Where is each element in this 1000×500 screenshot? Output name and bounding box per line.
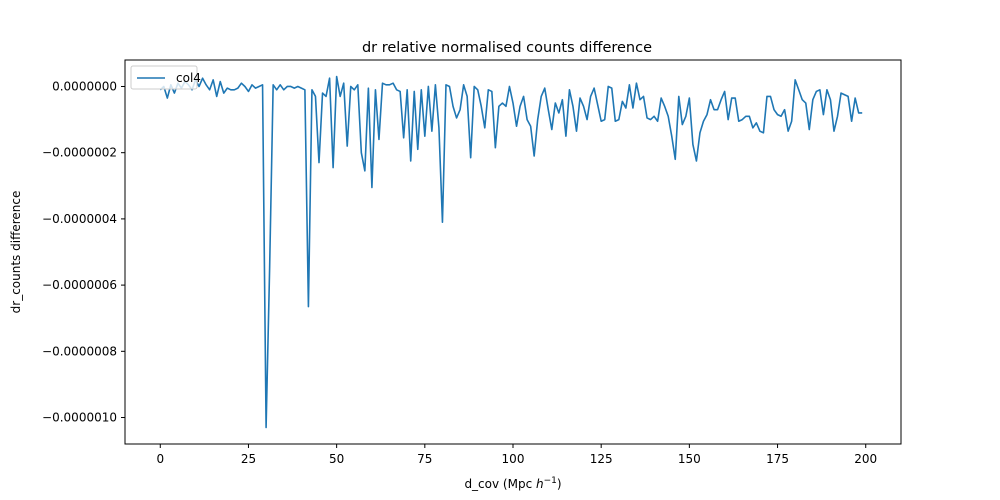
y-axis-label: dr_counts difference <box>9 191 23 314</box>
x-tick-label: 175 <box>766 452 789 466</box>
x-tick-label: 0 <box>156 452 164 466</box>
legend: col4 <box>130 65 201 90</box>
series-group <box>159 75 863 429</box>
x-tick-label: 25 <box>241 452 256 466</box>
legend-label: col4 <box>176 71 201 85</box>
y-axis: 0.0000000 −0.0000002 −0.0000004 −0.0000006 −… <box>42 79 125 425</box>
x-tick-label: 75 <box>417 452 432 466</box>
x-axis-label: d_cov (Mpc h−1) <box>464 476 561 491</box>
x-axis-label-exponent: −1 <box>544 476 557 486</box>
y-tick-label: −0.0000010 <box>42 411 117 425</box>
x-axis-label-variable: h <box>536 477 544 491</box>
chart-title: dr relative normalised counts difference <box>362 40 652 56</box>
x-tick-label: 125 <box>590 452 613 466</box>
y-tick-label: −0.0000004 <box>42 212 117 226</box>
series-line-col4 <box>159 75 863 429</box>
y-tick-label: 0.0000000 <box>52 79 117 93</box>
x-tick-label: 50 <box>329 452 344 466</box>
x-axis: 0 25 50 75 100 125 150 175 200 <box>156 444 877 466</box>
x-tick-label: 150 <box>678 452 701 466</box>
y-tick-label: −0.0000002 <box>42 146 117 160</box>
y-tick-label: −0.0000008 <box>42 344 117 358</box>
x-tick-label: 100 <box>502 452 525 466</box>
x-axis-label-suffix: ) <box>557 477 562 491</box>
x-axis-label-prefix: d_cov (Mpc <box>464 477 536 491</box>
y-tick-label: −0.0000006 <box>42 278 117 292</box>
x-tick-label: 200 <box>854 452 877 466</box>
